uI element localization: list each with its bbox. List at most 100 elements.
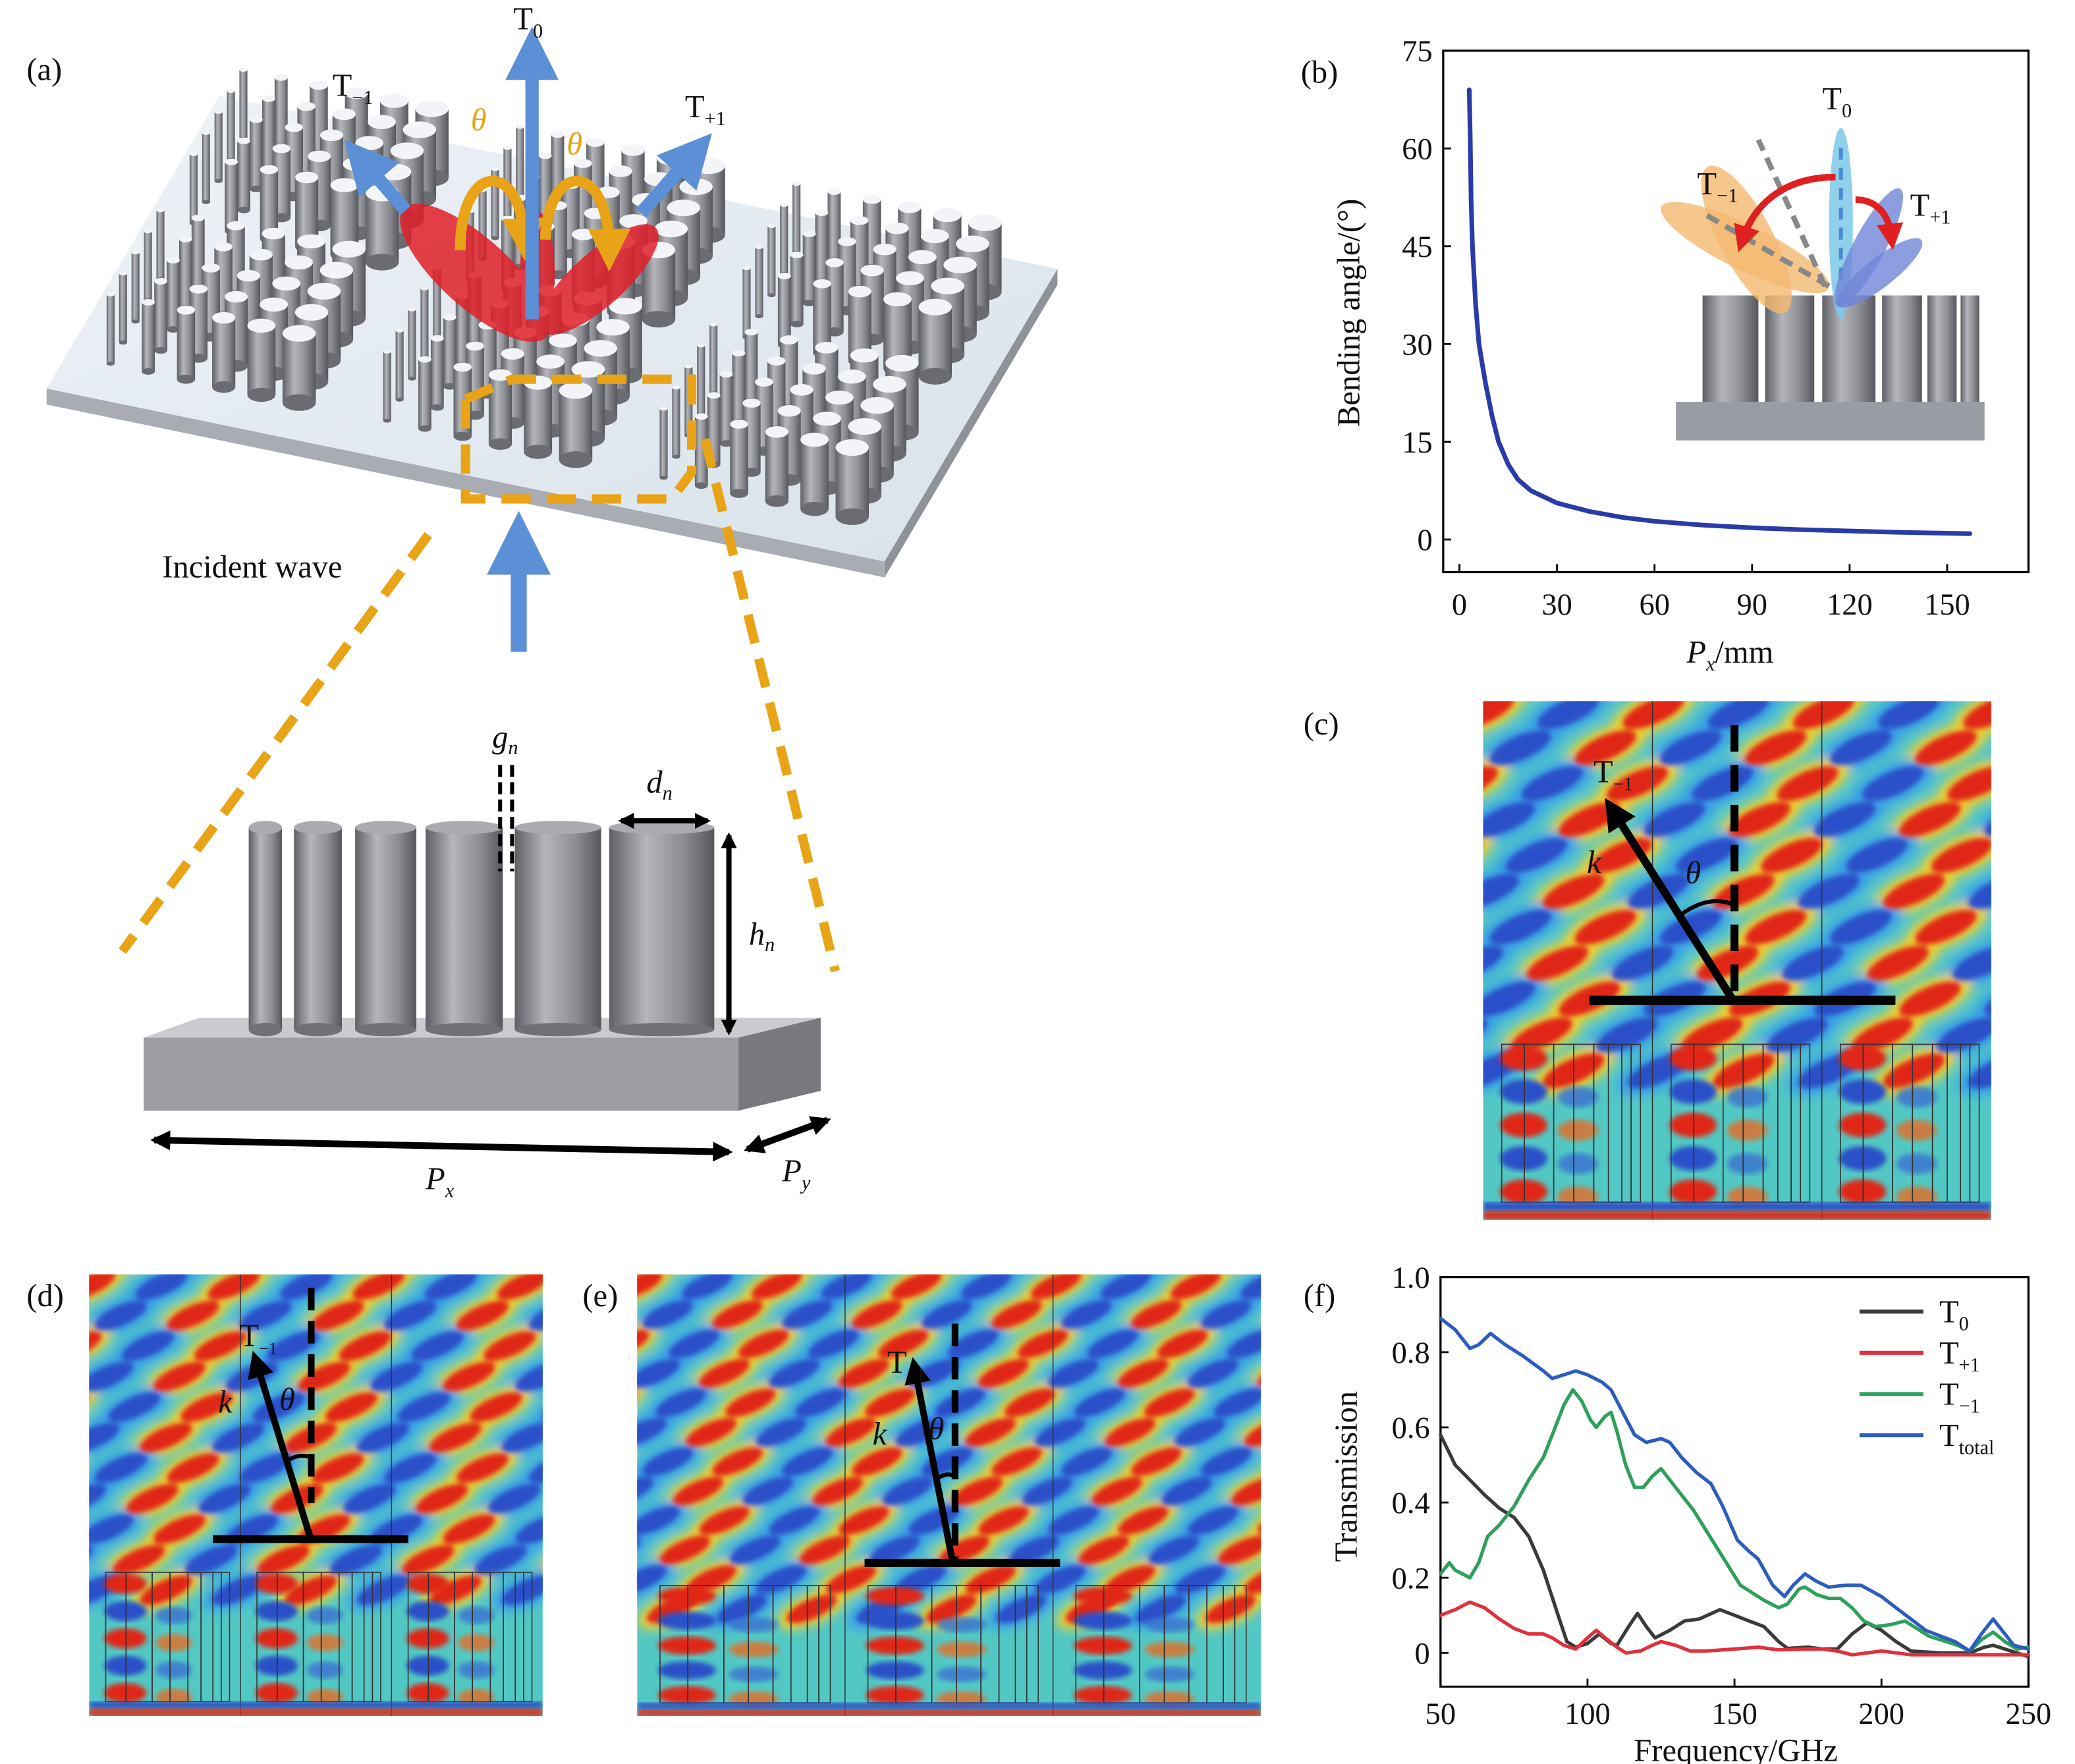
pillar-top bbox=[873, 375, 906, 393]
field-max bbox=[657, 1686, 717, 1705]
unit-pillar bbox=[294, 827, 342, 1030]
field-max bbox=[2006, 651, 2075, 700]
field-max bbox=[1500, 1046, 1548, 1071]
field-max bbox=[1352, 939, 1423, 987]
field-min bbox=[960, 1274, 1012, 1300]
field-min bbox=[1500, 1079, 1548, 1104]
x-tick-label: 60 bbox=[1639, 588, 1669, 622]
pillar-top bbox=[332, 108, 356, 121]
pillar-top bbox=[202, 263, 220, 273]
panel-label-a: (a) bbox=[26, 52, 62, 87]
field-lobes bbox=[582, 1236, 1399, 1629]
legend-label-sub: total bbox=[1959, 1436, 1995, 1458]
field-halo-blob bbox=[1998, 820, 2075, 891]
field-halo-blob bbox=[1349, 676, 1447, 747]
y-axis-label-f: Transmission bbox=[1329, 1391, 1364, 1562]
unit-pillar-base bbox=[514, 1023, 601, 1037]
field-max bbox=[1792, 701, 1855, 729]
field-lobes bbox=[1192, 651, 2075, 1089]
theta-label-right: θ bbox=[567, 126, 582, 161]
field-min bbox=[1161, 1477, 1213, 1506]
pillar-top bbox=[862, 194, 881, 204]
pillar-top bbox=[330, 178, 359, 192]
pillar-top bbox=[730, 420, 748, 429]
field-min bbox=[1074, 1388, 1125, 1418]
field-max bbox=[104, 1682, 147, 1703]
field-max bbox=[582, 1383, 640, 1423]
field-max bbox=[32, 1387, 92, 1428]
field-min bbox=[1483, 945, 1503, 981]
pillar-top bbox=[189, 152, 198, 156]
field-max bbox=[686, 1418, 737, 1447]
field-max bbox=[570, 1570, 630, 1611]
field-min bbox=[1877, 701, 1940, 729]
field-halo-blob bbox=[1200, 784, 1298, 854]
field-min bbox=[406, 1601, 449, 1622]
field-max bbox=[389, 1234, 449, 1275]
field-halo-blob bbox=[1993, 640, 2075, 711]
field-halo-blob bbox=[1200, 964, 1298, 1034]
panel-label-e: (e) bbox=[582, 1279, 618, 1313]
field-min bbox=[1483, 873, 1520, 909]
field-min bbox=[1968, 873, 1991, 909]
field-max bbox=[1198, 867, 1268, 916]
pillar-top bbox=[227, 88, 235, 93]
field-min bbox=[397, 1392, 451, 1422]
pillar bbox=[455, 296, 469, 366]
field-max bbox=[1078, 1535, 1130, 1564]
field-halo-blob bbox=[1216, 712, 1314, 783]
pillar bbox=[154, 281, 167, 350]
pillar bbox=[765, 431, 788, 501]
pillar-top bbox=[719, 371, 733, 378]
pillar-top bbox=[672, 385, 680, 390]
pillar-top bbox=[420, 286, 429, 290]
pillar-top bbox=[260, 165, 279, 175]
unit-cell-highlight bbox=[119, 374, 840, 972]
field-min bbox=[212, 1575, 265, 1605]
field-min bbox=[1022, 1477, 1073, 1506]
pillar-top bbox=[780, 203, 788, 207]
field-min bbox=[474, 1545, 527, 1575]
field-blob bbox=[936, 1641, 987, 1658]
field-max bbox=[1336, 1010, 1406, 1059]
field-min bbox=[808, 1329, 859, 1358]
field-max bbox=[1883, 1053, 1945, 1089]
field-blob bbox=[729, 1616, 779, 1633]
field-min bbox=[657, 1611, 717, 1630]
field-min bbox=[89, 1545, 93, 1575]
pillar-top bbox=[838, 236, 856, 246]
pillar-top bbox=[860, 397, 894, 414]
field-min bbox=[821, 1274, 872, 1300]
series-line-1 bbox=[1439, 1600, 2030, 1657]
field-max bbox=[1074, 1686, 1132, 1705]
y-tick-label: 1.0 bbox=[1392, 1261, 1430, 1295]
field-halo-blob bbox=[1989, 723, 1991, 773]
field-min bbox=[782, 1447, 833, 1476]
field-halo-blob bbox=[1285, 784, 1383, 854]
field-max bbox=[712, 1447, 763, 1476]
field-max bbox=[1681, 1017, 1743, 1053]
field-max bbox=[1341, 1589, 1399, 1629]
unit-cell-illustration bbox=[144, 765, 831, 1162]
gap-marker bbox=[498, 765, 514, 871]
field-min bbox=[637, 1359, 680, 1388]
field-min bbox=[252, 1392, 306, 1422]
pillar bbox=[144, 231, 152, 301]
field-max bbox=[1230, 903, 1300, 952]
field-max bbox=[104, 1628, 147, 1649]
pillar-top bbox=[154, 277, 167, 285]
field-max bbox=[1074, 1636, 1132, 1655]
field-min bbox=[1271, 1589, 1329, 1629]
wavevector-annotation-e: T−1 k θ bbox=[864, 1323, 1061, 1567]
field-max bbox=[534, 1234, 594, 1275]
field-min bbox=[717, 1236, 775, 1276]
y-tick-label: 15 bbox=[1402, 426, 1432, 460]
pillar-base bbox=[250, 185, 263, 192]
field-halo-blob bbox=[1397, 640, 1495, 711]
series-line-2 bbox=[1439, 1388, 2030, 1653]
field-min bbox=[1192, 687, 1263, 736]
pillar-top bbox=[860, 264, 884, 277]
arrow-T-1 bbox=[344, 140, 411, 215]
field-min bbox=[528, 1453, 543, 1483]
pillar bbox=[672, 387, 680, 457]
